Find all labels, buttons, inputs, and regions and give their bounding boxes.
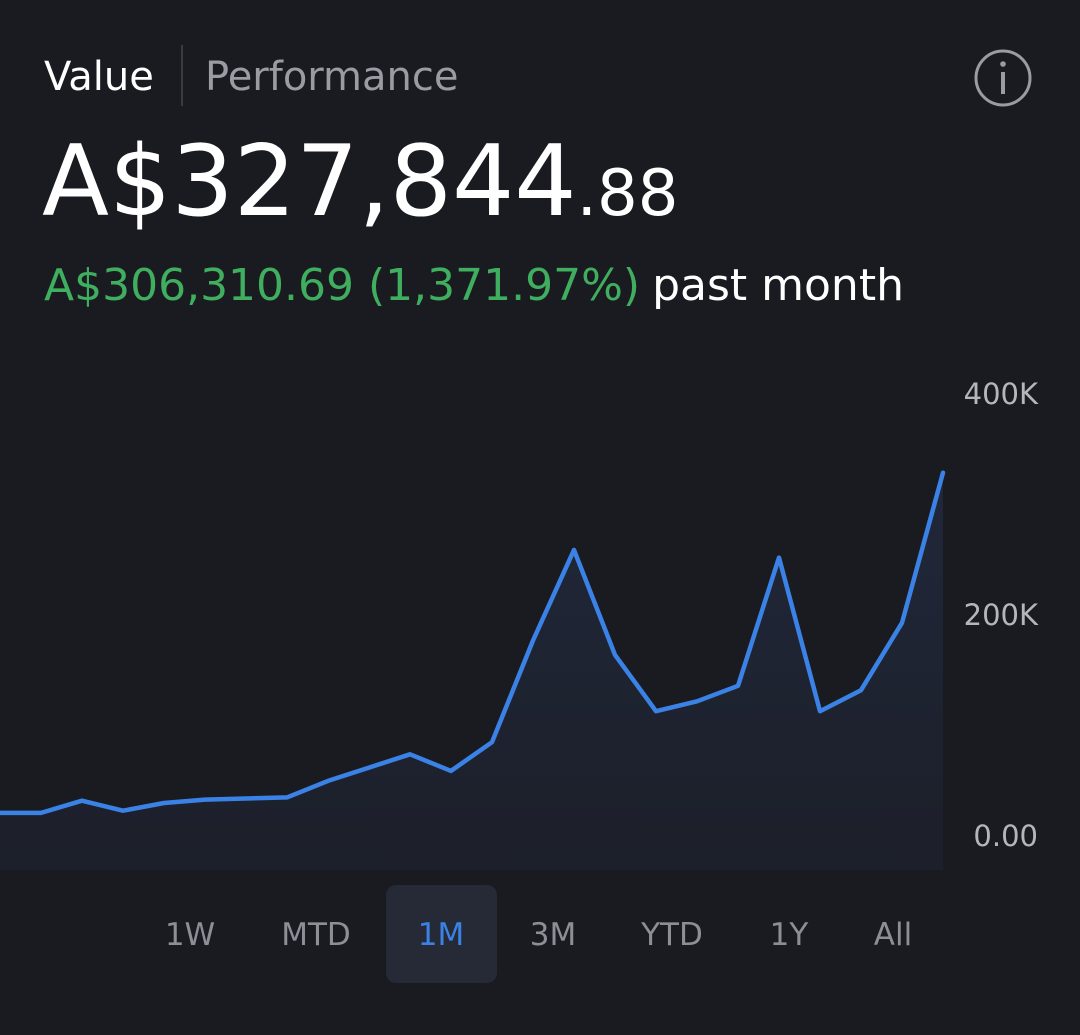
balance: A$327,844.88 bbox=[42, 125, 678, 239]
tab-value[interactable]: Value bbox=[44, 54, 154, 100]
range-button[interactable]: 1Y bbox=[770, 917, 809, 953]
area-fill bbox=[0, 472, 943, 870]
balance-whole: A$327,844 bbox=[42, 125, 577, 239]
info-dot bbox=[1000, 61, 1006, 67]
change: A$306,310.69 (1,371.97%) past month bbox=[44, 260, 904, 311]
change-amount: A$306,310.69 (1,371.97%) bbox=[44, 260, 640, 311]
info-circle bbox=[974, 49, 1032, 107]
y-tick-label: 0.00 bbox=[973, 819, 1038, 853]
range-button[interactable]: MTD bbox=[281, 917, 351, 953]
range-button[interactable]: 1M bbox=[418, 917, 464, 953]
y-tick-label: 200K bbox=[964, 598, 1039, 632]
info-stem bbox=[1001, 72, 1005, 94]
balance-cents: .88 bbox=[577, 157, 679, 231]
range-selector: 1W MTD 1M 3M YTD 1Y All bbox=[165, 885, 912, 983]
range-button[interactable]: YTD bbox=[640, 917, 703, 953]
range-highlight bbox=[386, 885, 497, 983]
chart: 400K 200K 0.00 bbox=[0, 377, 1039, 870]
value-line bbox=[0, 470, 946, 816]
range-button[interactable]: All bbox=[874, 917, 912, 953]
change-period: past month bbox=[652, 260, 904, 311]
range-button[interactable]: 1W bbox=[165, 917, 215, 953]
range-button[interactable]: 3M bbox=[530, 917, 576, 953]
y-tick-label: 400K bbox=[964, 377, 1039, 411]
tab-performance[interactable]: Performance bbox=[205, 54, 458, 100]
info-button[interactable] bbox=[974, 49, 1032, 107]
